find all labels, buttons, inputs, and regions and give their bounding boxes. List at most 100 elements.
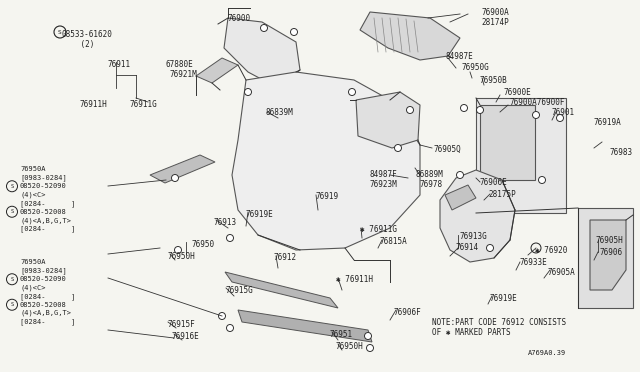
Text: 76916E: 76916E: [171, 332, 199, 341]
Text: 76923M: 76923M: [370, 180, 397, 189]
Circle shape: [291, 29, 298, 35]
Text: 28175P: 28175P: [488, 190, 516, 199]
Circle shape: [532, 112, 540, 119]
Text: (4)<C>: (4)<C>: [20, 192, 45, 198]
Text: 76913: 76913: [214, 218, 237, 227]
Polygon shape: [232, 72, 420, 250]
Polygon shape: [360, 12, 460, 60]
Text: 76950G: 76950G: [461, 63, 489, 72]
Text: 76906E: 76906E: [480, 178, 508, 187]
Circle shape: [244, 89, 252, 96]
Text: 76919E: 76919E: [490, 294, 518, 303]
Polygon shape: [440, 170, 515, 262]
Circle shape: [486, 244, 493, 251]
Text: 08520-52090: 08520-52090: [20, 276, 67, 282]
Text: ✱ 76911G: ✱ 76911G: [360, 225, 397, 234]
Text: ✱ 76911H: ✱ 76911H: [336, 275, 373, 284]
Text: 76901: 76901: [551, 108, 574, 117]
Text: 76983: 76983: [610, 148, 633, 157]
Text: [0284-      ]: [0284- ]: [20, 225, 76, 232]
Text: 76919E: 76919E: [246, 210, 274, 219]
Text: 76900: 76900: [228, 14, 251, 23]
Text: NOTE:PART CODE 76912 CONSISTS: NOTE:PART CODE 76912 CONSISTS: [432, 318, 566, 327]
Text: 76911: 76911: [108, 60, 131, 69]
Circle shape: [477, 106, 483, 113]
Text: 76905A: 76905A: [548, 268, 576, 277]
Text: 76900E: 76900E: [504, 88, 532, 97]
Text: S: S: [10, 277, 13, 282]
Circle shape: [367, 344, 374, 352]
Text: 76905H: 76905H: [596, 236, 624, 245]
Circle shape: [394, 144, 401, 151]
Text: [0284-      ]: [0284- ]: [20, 293, 76, 299]
Text: 76900A76900F: 76900A76900F: [510, 98, 566, 107]
Circle shape: [406, 106, 413, 113]
Text: 76921M: 76921M: [170, 70, 198, 79]
Text: 08520-52090: 08520-52090: [20, 183, 67, 189]
Polygon shape: [445, 185, 476, 210]
Circle shape: [172, 174, 179, 182]
Text: 76950A: 76950A: [20, 166, 45, 172]
Bar: [476, 98, 566, 213]
Text: 76815A: 76815A: [380, 237, 408, 246]
Text: [0983-0284]: [0983-0284]: [20, 174, 67, 181]
Circle shape: [456, 171, 463, 179]
Text: 76915F: 76915F: [168, 320, 196, 329]
Text: 76919A: 76919A: [594, 118, 621, 127]
Text: 76950B: 76950B: [480, 76, 508, 85]
Circle shape: [538, 176, 545, 183]
Circle shape: [218, 312, 225, 320]
Circle shape: [557, 115, 563, 122]
Bar: [578, 208, 633, 308]
Text: 67880E: 67880E: [166, 60, 194, 69]
Circle shape: [461, 105, 467, 112]
Circle shape: [260, 25, 268, 32]
Text: S: S: [10, 302, 13, 307]
Text: 76915G: 76915G: [225, 286, 253, 295]
Text: 08520-52008: 08520-52008: [20, 209, 67, 215]
Text: [0284-      ]: [0284- ]: [20, 318, 76, 325]
Text: 76912: 76912: [274, 253, 297, 262]
Text: 76906: 76906: [600, 248, 623, 257]
Polygon shape: [356, 92, 420, 148]
Bar: [480, 105, 535, 180]
Text: 76950H: 76950H: [335, 342, 363, 351]
Text: (4)<A,B,G,T>: (4)<A,B,G,T>: [20, 310, 71, 317]
Text: ✱ 76920: ✱ 76920: [535, 246, 568, 255]
Text: 84987E: 84987E: [445, 52, 473, 61]
Text: 84987F: 84987F: [370, 170, 397, 179]
Polygon shape: [590, 220, 626, 290]
Text: 86889M: 86889M: [415, 170, 443, 179]
Polygon shape: [196, 58, 238, 83]
Polygon shape: [224, 18, 300, 88]
Circle shape: [227, 234, 234, 241]
Text: 76900A
28174P: 76900A 28174P: [481, 8, 509, 28]
Text: 08520-52008: 08520-52008: [20, 302, 67, 308]
Text: 76950H: 76950H: [167, 252, 195, 261]
Polygon shape: [225, 272, 338, 308]
Circle shape: [227, 324, 234, 331]
Text: OF ✱ MARKED PARTS: OF ✱ MARKED PARTS: [432, 328, 511, 337]
Text: 76911G: 76911G: [130, 100, 157, 109]
Text: 76950A: 76950A: [20, 259, 45, 265]
Text: A769A0.39: A769A0.39: [528, 350, 566, 356]
Circle shape: [365, 333, 371, 340]
Text: 76911H: 76911H: [80, 100, 108, 109]
Text: (4)<A,B,G,T>: (4)<A,B,G,T>: [20, 217, 71, 224]
Text: [0284-      ]: [0284- ]: [20, 200, 76, 206]
Text: S: S: [10, 184, 13, 189]
Text: S: S: [10, 209, 13, 214]
Text: 76905Q: 76905Q: [434, 145, 461, 154]
Text: 76950: 76950: [191, 240, 214, 249]
Polygon shape: [150, 155, 215, 183]
Text: 86839M: 86839M: [265, 108, 292, 117]
Text: (4)<C>: (4)<C>: [20, 285, 45, 291]
Text: S: S: [58, 29, 62, 35]
Text: 76914: 76914: [455, 243, 478, 252]
Circle shape: [175, 247, 182, 253]
Text: 76906F: 76906F: [393, 308, 420, 317]
Text: 08533-61620
    (2): 08533-61620 (2): [62, 30, 113, 49]
Text: 76978: 76978: [420, 180, 443, 189]
Text: [0983-0284]: [0983-0284]: [20, 267, 67, 274]
Text: 76913G: 76913G: [459, 232, 487, 241]
